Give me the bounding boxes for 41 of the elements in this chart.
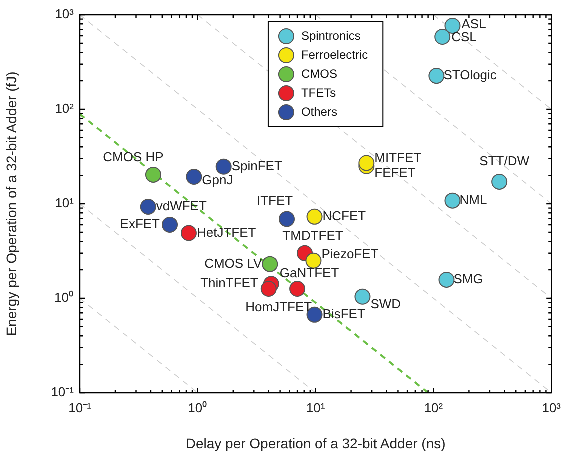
annotation: CSL bbox=[452, 30, 477, 45]
annotation: SpinFET bbox=[232, 158, 282, 174]
annotation: STT/DW bbox=[480, 154, 530, 169]
annotation: ASL bbox=[462, 16, 486, 32]
annotation: CMOS HP bbox=[103, 150, 164, 165]
y-tick-label: 10⁻¹ bbox=[51, 384, 75, 400]
y-tick-label: 10² bbox=[55, 101, 75, 116]
legend-label: Spintronics bbox=[301, 28, 361, 43]
x-tick-label: 10¹ bbox=[306, 400, 326, 416]
y-tick-label: 10³ bbox=[55, 6, 75, 22]
annotation: HomJTFET bbox=[246, 300, 312, 315]
legend-label: Others bbox=[301, 104, 338, 119]
annotation: CMOS LV bbox=[204, 256, 262, 271]
legend-label: CMOS bbox=[301, 66, 338, 81]
annotation: NCFET bbox=[322, 208, 366, 224]
annotation: MITFET bbox=[374, 150, 422, 165]
annotation: ITFET bbox=[256, 192, 294, 208]
x-axis-title: Delay per Operation of a 32-bit Adder (ns) bbox=[186, 435, 446, 452]
annotation: SMG bbox=[454, 272, 484, 287]
annotation: ThinTFET bbox=[200, 276, 258, 291]
y-axis-title: Energy per Operation of a 32-bit Adder (fJ) bbox=[3, 72, 20, 336]
annotation: GaNTFET bbox=[280, 266, 340, 281]
annotation: STOlogic bbox=[444, 68, 498, 83]
annotation: PiezoFET bbox=[322, 246, 379, 262]
annotation: TMDTFET bbox=[282, 228, 344, 243]
x-tick-label: 10⁻¹ bbox=[68, 400, 92, 416]
legend-label: Ferroelectric bbox=[301, 48, 368, 62]
annotation: BisFET bbox=[322, 306, 366, 322]
annotation: NML bbox=[460, 192, 488, 208]
y-tick-label: 10¹ bbox=[55, 196, 75, 211]
legend-label: TFETs bbox=[301, 86, 336, 100]
annotation: vdWFET bbox=[156, 198, 207, 214]
x-tick-label: 10⁰ bbox=[188, 400, 208, 416]
annotation: FEFET bbox=[374, 164, 416, 180]
annotation: GpnJ bbox=[202, 172, 234, 188]
x-tick-label: 10² bbox=[424, 400, 444, 416]
annotation: SWD bbox=[370, 296, 402, 312]
annotation: ExFET bbox=[120, 216, 160, 232]
y-tick-label: 10⁰ bbox=[54, 290, 74, 306]
annotation: HetJTFET bbox=[196, 224, 256, 240]
x-tick-label: 10³ bbox=[542, 400, 562, 416]
